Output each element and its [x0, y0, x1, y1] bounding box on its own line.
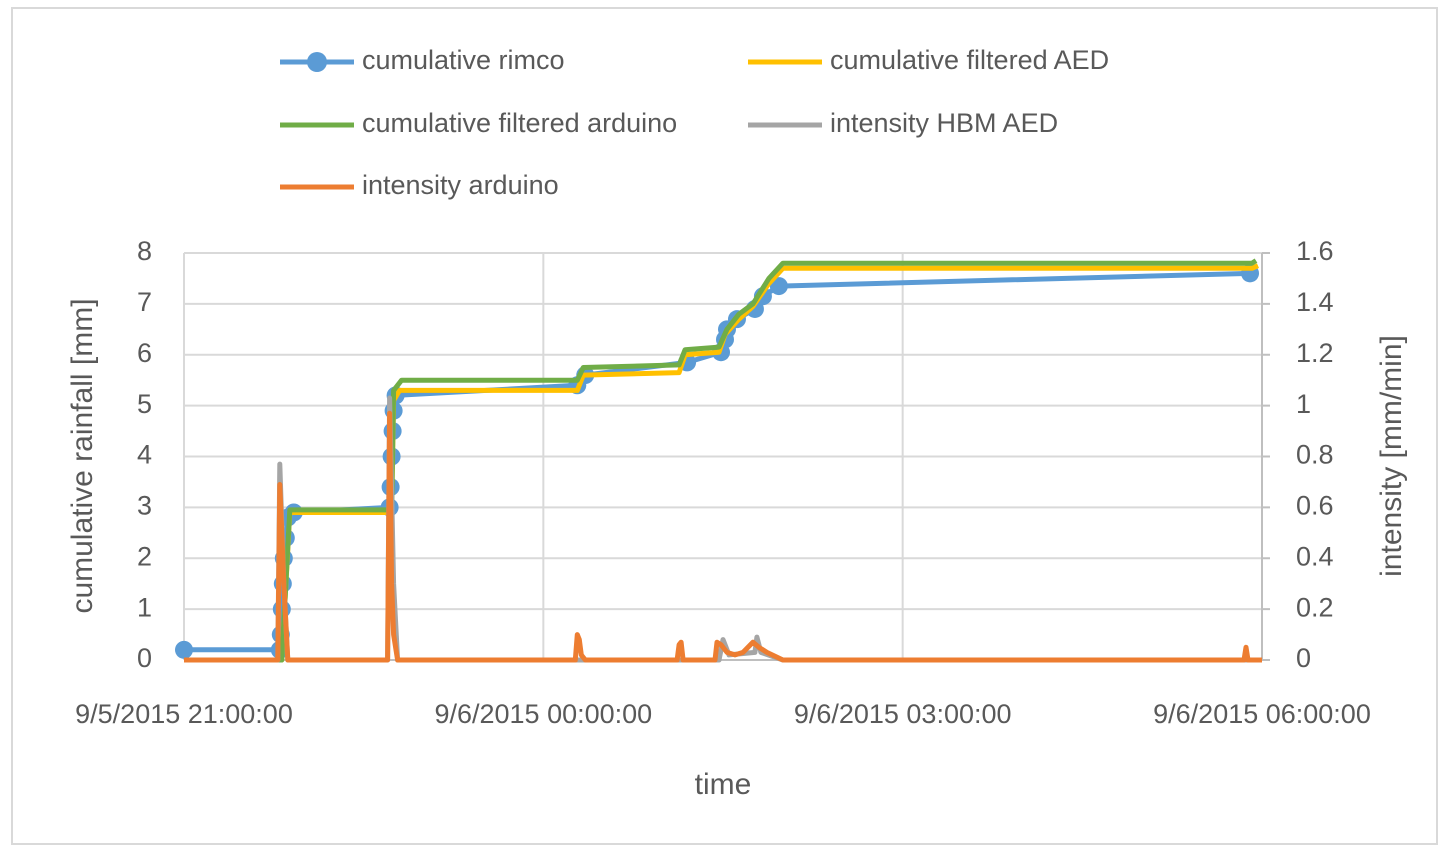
- y2-tick-label: 1: [1296, 389, 1311, 419]
- y-tick-label: 7: [137, 287, 152, 317]
- y2-tick-label: 0.4: [1296, 541, 1334, 571]
- legend-label: cumulative filtered AED: [830, 45, 1109, 75]
- chart-frame: [11, 7, 1438, 845]
- data-point: [769, 277, 788, 296]
- y2-tick-label: 1.2: [1296, 338, 1334, 368]
- x-tick-label: 9/6/2015 03:00:00: [794, 699, 1012, 729]
- y2-tick-label: 0: [1296, 643, 1311, 673]
- y2-tick-label: 0.2: [1296, 592, 1334, 622]
- y-tick-label: 0: [137, 643, 152, 673]
- y2-tick-label: 0.8: [1296, 440, 1334, 470]
- y2-tick-label: 1.6: [1296, 236, 1334, 266]
- data-point: [175, 640, 193, 659]
- y-tick-label: 8: [137, 236, 152, 266]
- y-axis-title: cumulative rainfall [mm]: [66, 298, 99, 613]
- legend-marker: [307, 52, 327, 72]
- legend-label: cumulative filtered arduino: [362, 108, 677, 138]
- y2-axis-title: intensity [mm/min]: [1375, 335, 1408, 577]
- y-tick-label: 5: [137, 389, 152, 419]
- y-tick-label: 6: [137, 338, 152, 368]
- x-tick-label: 9/6/2015 00:00:00: [434, 699, 652, 729]
- series-line: [184, 258, 1258, 663]
- x-tick-label: 9/6/2015 06:00:00: [1153, 699, 1371, 729]
- y-tick-label: 2: [137, 541, 152, 571]
- legend-label: cumulative rimco: [362, 45, 565, 75]
- x-axis-title: time: [695, 768, 752, 801]
- legend-label: intensity arduino: [362, 170, 559, 200]
- y2-tick-label: 1.4: [1296, 287, 1334, 317]
- x-tick-label: 9/5/2015 21:00:00: [75, 699, 293, 729]
- series-line: [184, 410, 1262, 663]
- y-tick-label: 4: [137, 440, 152, 470]
- y-tick-label: 1: [137, 592, 152, 622]
- legend-label: intensity HBM AED: [830, 108, 1058, 138]
- y-tick-label: 3: [137, 491, 152, 521]
- y2-tick-label: 0.6: [1296, 491, 1334, 521]
